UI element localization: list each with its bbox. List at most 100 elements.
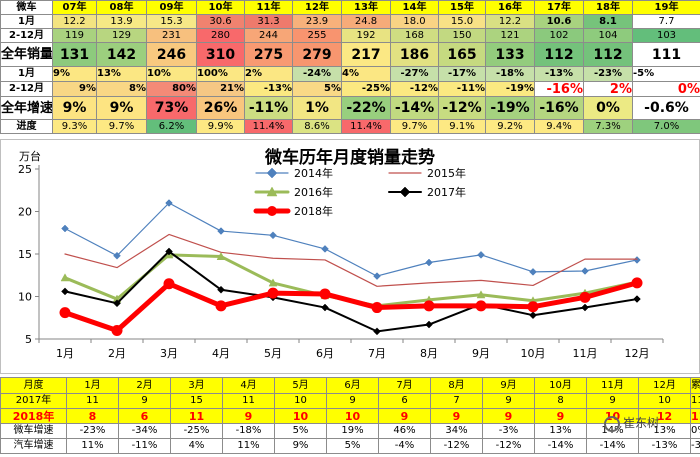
column-header: 5月 — [274, 377, 327, 394]
table-cell: 2% — [583, 81, 633, 97]
table-cell: -22% — [341, 96, 391, 120]
column-header: 12月 — [638, 377, 691, 394]
year-header: 19年 — [632, 0, 700, 15]
data-point — [165, 199, 173, 207]
table-cell: 9% — [52, 81, 97, 97]
table-cell: 1% — [292, 96, 342, 120]
table-cell: 7.3% — [583, 119, 633, 134]
series-line — [64, 202, 638, 277]
y-tick-label: 10 — [18, 291, 32, 304]
table-cell: 21% — [196, 81, 245, 97]
table-cell: 8 — [66, 408, 119, 424]
data-point — [217, 285, 225, 294]
table-cell: 10 — [274, 393, 327, 409]
table-cell: 186 — [390, 42, 439, 67]
table-cell: 15 — [170, 393, 223, 409]
table-cell: -13% — [638, 438, 691, 454]
column-header: 11月 — [586, 377, 639, 394]
table-cell: 279 — [292, 42, 342, 67]
y-tick-label: 5 — [25, 333, 32, 346]
table-cell: -17% — [438, 66, 486, 82]
table-cell: 9 — [482, 408, 535, 424]
table-cell: 246 — [146, 42, 197, 67]
row-label: 2018年 — [0, 408, 67, 424]
table-cell: 112 — [534, 42, 584, 67]
table-cell: 23.9 — [292, 14, 342, 29]
series-line — [64, 233, 638, 287]
data-point — [425, 320, 433, 329]
table-cell: 9.2% — [485, 119, 535, 134]
table-cell: 10 — [638, 393, 691, 409]
table-row: 进度 9.3% 9.7% 6.2% 9.9% 11.4% 8.6% 11.4% 9.7% 9.1%… — [0, 119, 700, 134]
table-cell: 19% — [326, 423, 379, 439]
data-point — [217, 227, 225, 235]
data-point — [111, 325, 123, 336]
table-cell: 275 — [244, 42, 293, 67]
x-tick-label: 3月 — [160, 347, 178, 360]
year-header: 14年 — [390, 0, 439, 15]
row-label: 汽车增速 — [0, 438, 67, 454]
year-header: 07年 — [52, 0, 97, 15]
table-cell: 168 — [390, 28, 439, 43]
data-point — [425, 258, 433, 267]
data-point — [61, 287, 69, 296]
data-point — [321, 245, 329, 253]
table-cell: 5% — [274, 423, 327, 439]
monthly-comparison-table: 月度1月2月3月4月5月6月7月8月9月10月11月12月累计2017年1191… — [0, 377, 700, 454]
table-row: 2018年86119101099991012112 — [0, 408, 700, 424]
data-point — [165, 247, 173, 256]
row-label: 1月 — [0, 14, 53, 29]
y-tick-label: 15 — [18, 248, 32, 261]
table-cell: -4% — [378, 438, 431, 454]
table-cell: 119 — [52, 28, 97, 43]
table-cell: 244 — [244, 28, 293, 43]
table-cell: 111 — [632, 42, 700, 67]
table-cell: 4% — [170, 438, 223, 454]
table-cell: 13.9 — [96, 14, 147, 29]
x-tick-label: 4月 — [212, 347, 230, 360]
legend-label: 2018年 — [294, 204, 333, 218]
table-row: 汽车增速 11% -11% 4% 11% 9% 5% -4% -12% -12% -14% -14% -… — [0, 438, 700, 454]
wechat-icon — [604, 415, 620, 432]
year-header: 10年 — [196, 0, 245, 15]
table-cell: 9% — [52, 96, 97, 120]
table-cell: 10 — [274, 408, 327, 424]
data-point — [319, 288, 331, 300]
table-cell: -12% — [482, 438, 535, 454]
table-cell: 73% — [146, 96, 197, 120]
table-cell: -12% — [438, 96, 486, 120]
data-point — [527, 301, 539, 313]
table-cell: 12.2 — [485, 14, 535, 29]
x-tick-label: 6月 — [316, 347, 334, 360]
data-point — [423, 300, 435, 312]
data-point — [267, 287, 279, 299]
year-header: 15年 — [438, 0, 486, 15]
year-header: 18年 — [583, 0, 633, 15]
table-cell: 9 — [586, 393, 639, 409]
table-cell: -13% — [534, 66, 584, 82]
table-cell: 9.9% — [196, 119, 245, 134]
row-label: 1月 — [0, 66, 53, 82]
table-cell: -14% — [534, 438, 587, 454]
year-header: 11年 — [244, 0, 293, 15]
table-cell: -18% — [222, 423, 275, 439]
table-cell: 9 — [222, 408, 275, 424]
table-cell: 6.2% — [146, 119, 197, 134]
table-cell: 8 — [534, 393, 587, 409]
table-cell: 9.7% — [96, 119, 147, 134]
table-row: 2-12月 119 129 231 280 244 255 192 168 150 121 102 10… — [0, 28, 700, 43]
table-cell: 112 — [690, 408, 700, 424]
year-header: 17年 — [534, 0, 584, 15]
row-label: 全年销量 — [0, 42, 53, 67]
row-label: 2-12月 — [0, 28, 53, 43]
table-cell: 2% — [244, 66, 293, 82]
table-row: 2017年11915111096798910112 — [0, 393, 700, 409]
column-header: 6月 — [326, 377, 379, 394]
table-cell: 11.4% — [244, 119, 293, 134]
table-cell: 121 — [485, 28, 535, 43]
year-header: 16年 — [485, 0, 535, 15]
data-point — [371, 302, 383, 314]
table-cell: 9 — [482, 393, 535, 409]
table-cell: 231 — [146, 28, 197, 43]
table-cell: -5% — [632, 66, 700, 82]
